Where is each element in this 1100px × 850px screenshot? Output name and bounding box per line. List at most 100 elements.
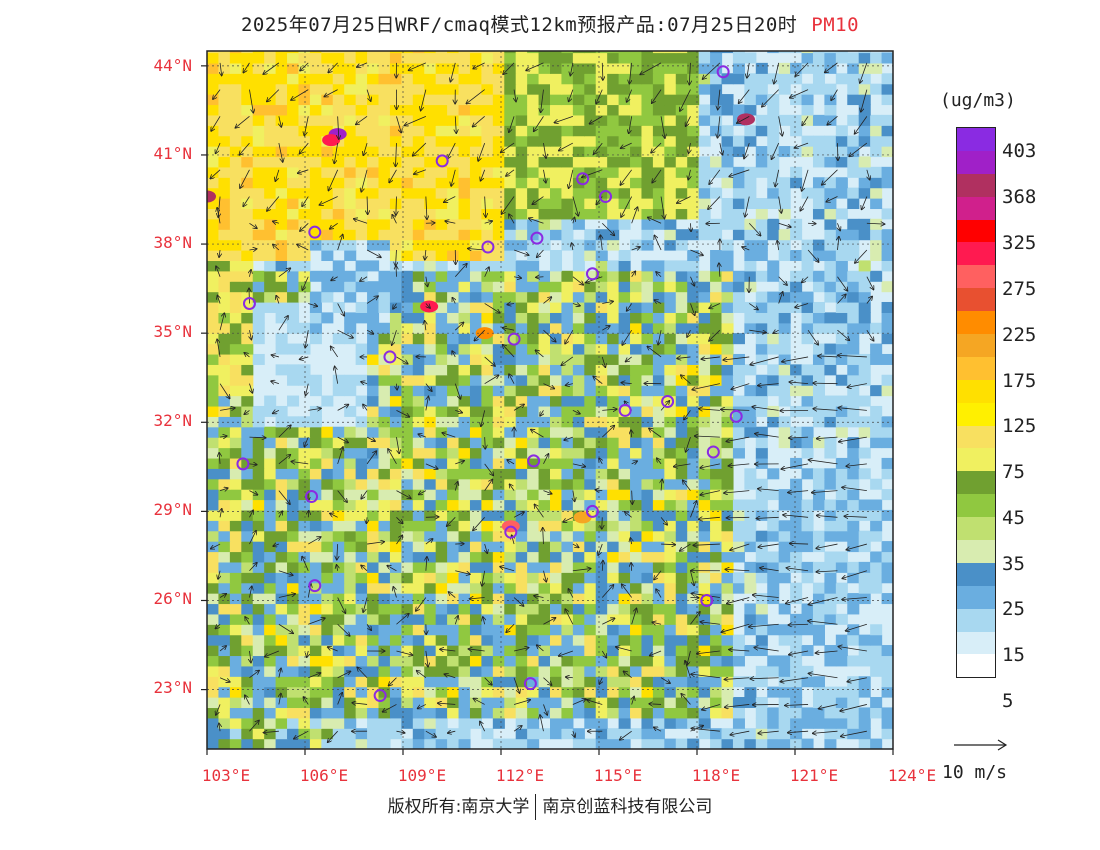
wind-vector bbox=[650, 650, 662, 656]
wind-vector bbox=[866, 296, 872, 304]
wind-vector bbox=[686, 437, 691, 452]
lon-label-106: 106°E bbox=[299, 766, 349, 785]
wind-vector bbox=[337, 490, 347, 503]
wind-vector bbox=[631, 207, 638, 224]
wind-vector bbox=[421, 89, 427, 111]
wind-vector bbox=[819, 704, 838, 708]
wind-vector bbox=[540, 715, 544, 732]
wind-vector bbox=[485, 437, 486, 449]
colorbar-swatch bbox=[956, 562, 996, 586]
lat-label-26: 26°N bbox=[153, 589, 192, 608]
colorbar-swatch bbox=[956, 608, 996, 632]
wind-vector bbox=[216, 142, 221, 153]
wind-scale-arrow bbox=[954, 739, 1008, 751]
colorbar-label: 403 bbox=[1002, 140, 1037, 162]
wind-vector bbox=[473, 62, 485, 69]
wind-vector bbox=[855, 116, 868, 134]
wind-vector bbox=[807, 249, 819, 262]
wind-vector bbox=[484, 479, 493, 491]
wind-vector bbox=[846, 623, 867, 631]
city-marker bbox=[236, 457, 250, 471]
wind-vector bbox=[709, 329, 721, 341]
wind-vector bbox=[827, 116, 838, 124]
wind-vector bbox=[425, 539, 433, 545]
wind-vector bbox=[331, 346, 338, 358]
city-marker bbox=[504, 525, 518, 539]
wind-vector bbox=[652, 89, 662, 104]
wind-vector bbox=[337, 544, 338, 560]
wind-vector bbox=[211, 543, 221, 549]
wind-vector bbox=[513, 648, 529, 652]
wind-vector bbox=[748, 223, 760, 235]
wind-vector bbox=[532, 196, 544, 205]
lat-label-35: 35°N bbox=[153, 322, 192, 341]
wind-vector bbox=[273, 544, 280, 546]
city-marker bbox=[373, 689, 387, 703]
wind-vector bbox=[308, 618, 325, 625]
lon-label-103: 103°E bbox=[201, 766, 251, 785]
wind-vector bbox=[302, 196, 309, 207]
wind-vector bbox=[729, 169, 750, 177]
wind-vector bbox=[426, 276, 428, 287]
wind-vector bbox=[632, 490, 633, 504]
wind-vector bbox=[445, 221, 456, 223]
wind-vector bbox=[352, 703, 368, 705]
wind-vector bbox=[866, 276, 874, 290]
wind-vector bbox=[742, 247, 750, 250]
wind-vector bbox=[357, 62, 368, 67]
wind-vector bbox=[573, 731, 575, 737]
wind-vector bbox=[409, 62, 427, 70]
wind-vector bbox=[216, 266, 221, 277]
wind-vector bbox=[513, 726, 522, 732]
wind-vector bbox=[416, 597, 427, 611]
wind-vector bbox=[689, 62, 690, 85]
wind-vector bbox=[447, 142, 456, 159]
colorbar-swatch bbox=[956, 219, 996, 243]
wind-vector bbox=[425, 249, 426, 260]
wind-vector bbox=[216, 704, 221, 715]
wind-vector bbox=[393, 303, 397, 308]
wind-vector bbox=[389, 169, 397, 183]
wind-vector bbox=[627, 89, 633, 102]
wind-vector bbox=[762, 89, 779, 107]
wind-vector bbox=[366, 451, 376, 465]
wind-vector bbox=[802, 116, 809, 125]
wind-vector bbox=[426, 650, 428, 667]
wind-vector bbox=[699, 517, 720, 519]
wind-vector bbox=[426, 396, 429, 411]
wind-vector bbox=[448, 731, 456, 733]
wind-vector bbox=[849, 142, 868, 156]
colorbar-swatch bbox=[956, 311, 996, 335]
wind-vector bbox=[393, 587, 397, 598]
lat-label-38: 38°N bbox=[153, 233, 192, 252]
wind-vector bbox=[506, 169, 515, 176]
wind-vector bbox=[481, 410, 486, 426]
wind-vector bbox=[267, 196, 280, 211]
wind-vector bbox=[468, 649, 485, 651]
wind-vector bbox=[513, 597, 524, 607]
lat-label-29: 29°N bbox=[153, 500, 192, 519]
wind-vector bbox=[478, 142, 486, 161]
colorbar-unit: (ug/m3) bbox=[940, 90, 1016, 111]
wind-vector bbox=[700, 490, 720, 495]
wind-vector bbox=[470, 598, 485, 599]
wind-vector bbox=[601, 356, 605, 367]
wind-vector bbox=[602, 62, 603, 80]
wind-vector bbox=[484, 463, 494, 476]
wind-vector bbox=[396, 517, 402, 523]
wind-vector bbox=[484, 267, 489, 277]
wind-vector bbox=[683, 480, 691, 491]
wind-vector bbox=[760, 568, 779, 572]
wind-vector bbox=[783, 515, 809, 518]
wind-vector bbox=[789, 437, 809, 438]
wind-vector bbox=[699, 409, 720, 411]
wind-vector bbox=[514, 89, 516, 102]
wind-vector bbox=[455, 116, 456, 133]
wind-vector bbox=[291, 89, 309, 100]
wind-vector bbox=[213, 89, 221, 100]
lat-label-44: 44°N bbox=[153, 56, 192, 75]
wind-vector bbox=[800, 196, 809, 211]
wind-vector bbox=[366, 517, 367, 523]
wind-vector bbox=[840, 704, 867, 711]
wind-vector bbox=[808, 621, 838, 625]
